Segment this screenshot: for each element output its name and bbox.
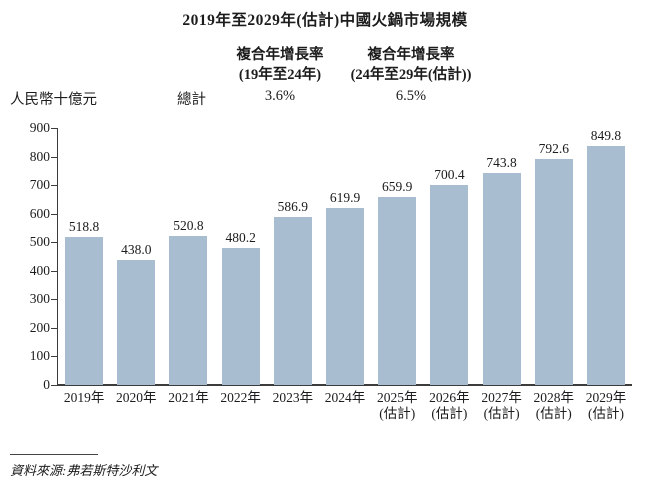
bar [273, 217, 312, 385]
x-tick-label: 2025年 (估計) [371, 390, 423, 422]
y-tick-label: 500 [29, 234, 50, 250]
bar-slot: 659.9 [371, 128, 423, 385]
bar-value-label: 518.8 [68, 218, 100, 234]
x-tick-estimate-note: (估計) [535, 406, 572, 421]
x-tick-estimate-note: (估計) [483, 406, 520, 421]
cagr1-label-line2: (19年至24年) [238, 67, 322, 83]
x-axis-line [57, 384, 632, 386]
bar [378, 196, 417, 385]
source-note: 資料來源:弗若斯特沙利文 [10, 463, 158, 478]
y-tick-mark [51, 327, 57, 329]
y-tick-mark [51, 242, 57, 244]
bar-value-label: 700.4 [434, 167, 465, 182]
y-tick-mark [51, 156, 57, 158]
x-tick-year: 2025年 [376, 390, 418, 405]
x-tick-label: 2021年 [162, 390, 214, 422]
x-tick-year: 2027年 [481, 390, 522, 405]
y-tick-label: 100 [29, 348, 50, 364]
x-tick-estimate-note: (估計) [379, 406, 416, 421]
x-tick-label: 2026年 (估計) [423, 390, 475, 422]
x-tick-year: 2022年 [220, 390, 261, 405]
x-tick-estimate-note: (估計) [431, 406, 468, 421]
y-tick-mark [51, 128, 57, 129]
y-tick-label: 900 [29, 120, 50, 135]
y-tick-mark [51, 385, 57, 386]
chart-title: 2019年至2029年(估計)中國火鍋市場規模 [182, 12, 468, 29]
x-tick-estimate-note: (估計) [587, 406, 624, 421]
source-divider [10, 454, 98, 455]
bar [221, 247, 260, 385]
y-tick-label: 400 [29, 262, 50, 278]
x-tick-label: 2020年 [110, 390, 162, 422]
cagr-header-19-24: 複合年增長率 (19年至24年) [190, 45, 370, 85]
y-tick-label: 600 [29, 205, 50, 221]
cagr2-label-line1: 複合年增長率 [367, 47, 455, 63]
bar [534, 158, 573, 385]
bar-value-label: 520.8 [173, 218, 204, 234]
y-tick-mark [51, 356, 57, 358]
y-tick-label: 200 [29, 319, 50, 335]
y-tick-mark [51, 299, 57, 301]
y-tick-mark [51, 185, 57, 187]
y-tick-mark [51, 213, 57, 215]
bar-value-label: 849.8 [590, 128, 622, 143]
cagr-value-19-24: 3.6% [264, 88, 296, 104]
bar-value-label: 586.9 [277, 199, 309, 215]
bar-slot: 849.8 [580, 128, 632, 385]
y-axis-unit-label: 人民幣十億元 [10, 92, 97, 108]
bar-value-label: 619.9 [329, 189, 361, 205]
y-tick-label: 700 [29, 177, 50, 193]
bar [586, 146, 625, 385]
x-tick-label: 2028年 (估計) [528, 390, 580, 422]
y-tick-mark [51, 270, 57, 272]
bar-value-label: 792.6 [538, 140, 569, 156]
x-tick-year: 2019年 [63, 390, 105, 405]
y-axis-line [57, 128, 58, 385]
x-tick-label: 2024年 [319, 390, 371, 422]
x-tick-year: 2028年 [533, 390, 575, 405]
bar-value-label: 438.0 [121, 241, 152, 257]
y-tick-label: 800 [29, 148, 50, 164]
x-axis-labels: 2019年 2020年 2021年 2022年 2023年 2024年 2025年 (估計) 2… [58, 390, 632, 422]
cagr-value-24-29: 6.5% [395, 88, 427, 104]
bar-slot: 438.0 [110, 128, 162, 385]
x-tick-year: 2021年 [168, 390, 209, 405]
bar-value-label: 743.8 [486, 154, 517, 170]
bar-slot: 743.8 [476, 128, 528, 385]
x-tick-label: 2019年 [58, 390, 110, 422]
x-tick-label: 2023年 [267, 390, 319, 422]
x-tick-label: 2022年 [215, 390, 267, 422]
x-tick-year: 2023年 [272, 390, 314, 405]
bar-slot: 619.9 [319, 128, 371, 385]
cagr-header-24-29: 複合年增長率 (24年至29年(估計)) [321, 45, 501, 85]
x-tick-year: 2024年 [324, 390, 366, 405]
bar-slot: 518.8 [58, 128, 110, 385]
total-row-label: 總計 [177, 92, 206, 108]
bar-value-label: 659.9 [382, 178, 413, 194]
bar [430, 185, 469, 385]
bar-slot: 792.6 [528, 128, 580, 385]
bar-slot: 520.8 [162, 128, 214, 385]
bar [169, 236, 208, 385]
bars-container: 518.8 438.0 520.8 480.2 586.9 619.9 659.9 700.4… [58, 128, 632, 385]
x-tick-label: 2027年 (估計) [476, 390, 528, 422]
bar-slot: 480.2 [215, 128, 267, 385]
bar-value-label: 480.2 [225, 229, 256, 245]
bar [482, 172, 521, 385]
x-tick-year: 2029年 [585, 390, 627, 405]
bar [326, 207, 365, 385]
bar-slot: 586.9 [267, 128, 319, 385]
bar-slot: 700.4 [423, 128, 475, 385]
x-tick-year: 2020年 [116, 390, 157, 405]
cagr2-label-line2: (24年至29年(估計)) [350, 67, 472, 83]
bar [117, 259, 156, 385]
y-tick-label: 0 [43, 377, 50, 392]
plot-area: 0 100 200 300 400 500 600 700 800 900 518.8 438.0 5… [0, 120, 650, 421]
x-tick-label: 2029年 (估計) [580, 390, 632, 422]
bar [65, 236, 104, 385]
cagr1-label-line1: 複合年增長率 [236, 47, 324, 63]
y-tick-label: 300 [29, 291, 50, 307]
x-tick-year: 2026年 [429, 390, 470, 405]
